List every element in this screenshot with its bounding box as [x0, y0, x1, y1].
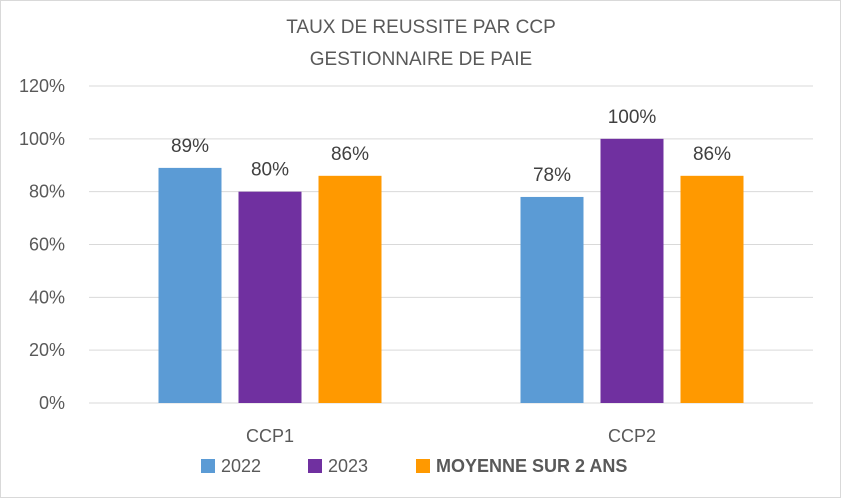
- y-tick-label: 80%: [29, 182, 65, 202]
- y-tick-label: 0%: [39, 393, 65, 413]
- y-tick-label: 120%: [19, 76, 65, 96]
- data-label: 89%: [171, 136, 209, 157]
- chart-title-line-1: TAUX DE REUSSITE PAR CCP: [286, 17, 556, 38]
- y-tick-label: 60%: [29, 235, 65, 255]
- data-label: 100%: [608, 107, 657, 128]
- bar-ccp2-moyenne-sur-2-ans: [680, 175, 744, 403]
- category-label-ccp2: CCP2: [608, 426, 656, 446]
- y-tick-label: 100%: [19, 129, 65, 149]
- bar-ccp2-2023: [600, 138, 664, 404]
- bars: [158, 138, 744, 404]
- data-label: 86%: [693, 144, 731, 165]
- legend-swatch: [201, 459, 215, 473]
- legend-label: MOYENNE SUR 2 ANS: [436, 456, 627, 476]
- chart-title: TAUX DE REUSSITE PAR CCP GESTIONNAIRE DE…: [286, 17, 556, 70]
- legend: 2022 2023 MOYENNE SUR 2 ANS: [201, 456, 627, 476]
- y-axis-tick-labels: 0% 20% 40% 60% 80% 100% 120%: [19, 76, 65, 413]
- bar-ccp2-2022: [520, 196, 584, 403]
- bar-ccp1-moyenne-sur-2-ans: [318, 175, 382, 403]
- legend-swatch: [416, 459, 430, 473]
- data-label: 78%: [533, 165, 571, 186]
- x-axis-category-labels: CCP1 CCP2: [246, 426, 656, 446]
- legend-label: 2023: [328, 456, 368, 476]
- data-label: 86%: [331, 144, 369, 165]
- data-labels: 89% 80% 86% 78% 100% 86%: [171, 107, 731, 186]
- data-label: 80%: [251, 160, 289, 181]
- legend-swatch: [308, 459, 322, 473]
- chart-title-line-2: GESTIONNAIRE DE PAIE: [310, 49, 532, 70]
- category-label-ccp1: CCP1: [246, 426, 294, 446]
- legend-label: 2022: [221, 456, 261, 476]
- y-tick-label: 40%: [29, 287, 65, 307]
- y-tick-label: 20%: [29, 340, 65, 360]
- bar-ccp1-2023: [238, 191, 302, 403]
- bar-ccp1-2022: [158, 167, 222, 403]
